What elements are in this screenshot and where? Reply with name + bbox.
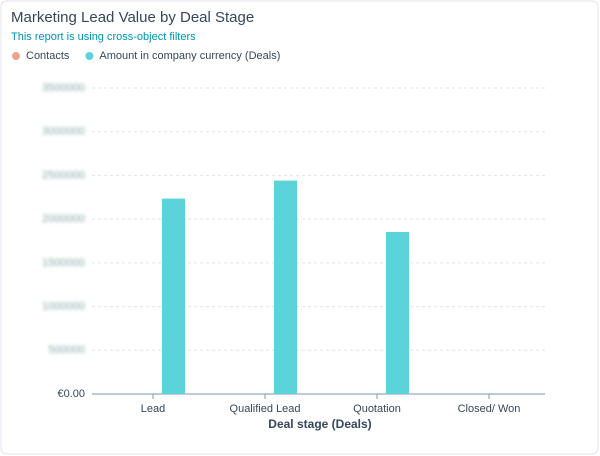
y-tick-label: 3000000 — [42, 126, 85, 138]
bar — [162, 198, 185, 394]
y-tick-label: 1500000 — [42, 257, 85, 269]
y-tick-label: 500000 — [48, 344, 85, 356]
chart-title: Marketing Lead Value by Deal Stage — [11, 9, 254, 26]
legend-label: Amount in company currency (Deals) — [99, 50, 280, 62]
legend-swatch — [85, 52, 94, 60]
chart-subtitle: This report is using cross-object filter… — [11, 31, 196, 43]
x-tick-label: Quotation — [353, 403, 401, 415]
y-tick-label: 3500000 — [42, 82, 85, 94]
x-tick-label: Lead — [141, 403, 165, 415]
y-tick-label: 2000000 — [42, 213, 85, 225]
y-tick-label: €0.00 — [57, 388, 85, 400]
legend-label: Contacts — [26, 50, 70, 62]
x-axis-label: Deal stage (Deals) — [268, 417, 371, 431]
x-tick-label: Qualified Lead — [230, 403, 301, 415]
y-tick-label: 1000000 — [42, 300, 85, 312]
y-tick-label: 2500000 — [42, 169, 85, 181]
bar — [386, 231, 409, 394]
x-tick-label: Closed/ Won — [458, 403, 521, 415]
legend-swatch — [12, 52, 20, 60]
bar — [274, 180, 297, 394]
